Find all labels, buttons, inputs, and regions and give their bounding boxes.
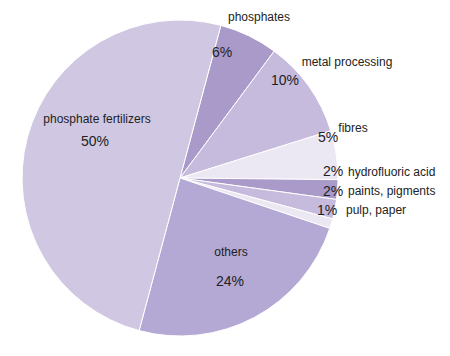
slice-name: others — [214, 245, 247, 259]
labels: phosphates 6% metal processing10% fibres5% h… — [43, 10, 435, 289]
data-label: 24% — [216, 273, 244, 289]
slice — [22, 20, 221, 331]
data-label: 1% — [317, 202, 337, 218]
data-label: 10% — [271, 72, 299, 88]
chart: phosphates 6% metal processing10% fibres5% h… — [0, 0, 450, 356]
data-label: 6% — [212, 44, 232, 60]
slice-name: metal processing — [302, 55, 393, 69]
slice-name: hydrofluoric acid — [348, 165, 435, 179]
slice — [180, 131, 338, 180]
slices — [22, 20, 338, 336]
data-label: 2% — [323, 183, 343, 199]
data-label: 5% — [318, 129, 338, 145]
slice-name: phosphate fertilizers — [43, 112, 150, 126]
slice-name: phosphates — [228, 10, 290, 24]
data-label: 2% — [323, 163, 343, 179]
slice-name: fibres — [338, 121, 367, 135]
slice-name: paints, pigments — [348, 184, 435, 198]
slice-name: pulp, paper — [346, 203, 406, 217]
data-label: 50% — [81, 133, 109, 149]
